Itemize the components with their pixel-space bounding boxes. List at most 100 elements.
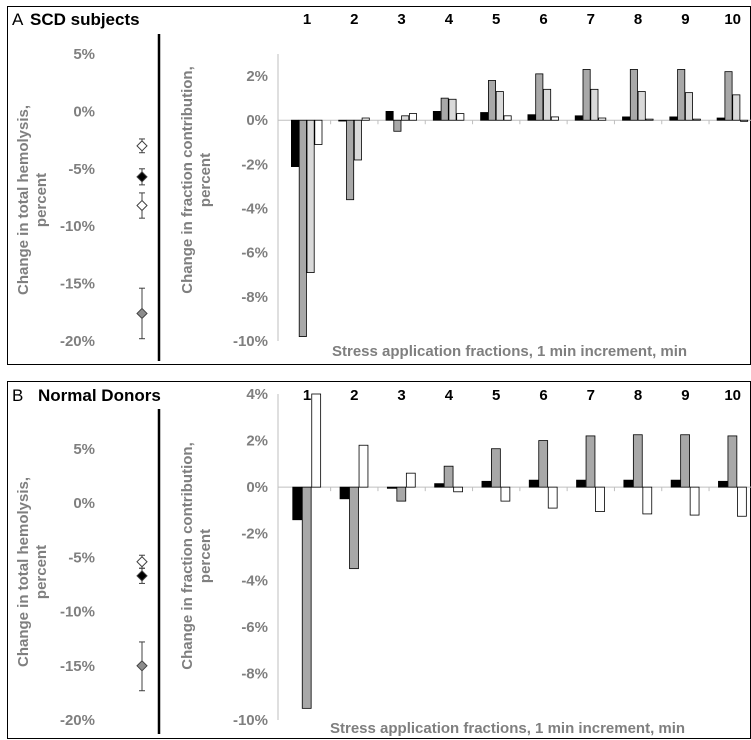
panel-a-bars-bar-light_gray xyxy=(637,91,646,121)
panel-a-bars-bar-dark_gray xyxy=(535,73,544,121)
panel-b-bars-bar-white xyxy=(405,472,416,488)
panel-b-right-ylabel-line2: percent xyxy=(197,529,214,583)
plot-layer: 5% 0% -5% -10% -15% -20% 2% 0% -2% -4% -6% -8% -10% 1… xyxy=(60,11,751,729)
panel-b-bars-ytick-label: -2% xyxy=(241,526,268,543)
panel-b-bars-bar-dark_gray xyxy=(396,486,407,502)
panel-b-bars-bar-dark_gray xyxy=(680,434,690,488)
panel-a-bars-category-label: 5 xyxy=(492,11,500,28)
panel-a-bars-bar-light_gray xyxy=(590,88,599,121)
panel-b-bars-bar-dark_gray xyxy=(491,448,501,488)
panel-b-bars-category-label: 2 xyxy=(350,387,358,404)
panel-a-scatter-ytick-label: -15% xyxy=(60,276,95,293)
panel-b-xlabel: Stress application fractions, 1 min incr… xyxy=(330,720,685,737)
panel-b-left-ylabel-line1: Change in total hemolysis, xyxy=(15,477,32,667)
panel-b-bars-ytick-label: -4% xyxy=(241,572,268,589)
panel-b-bars-bar-white xyxy=(642,486,653,515)
panel-a-title: SCD subjects xyxy=(30,10,140,29)
panel-a-bars-bar-black xyxy=(480,112,489,121)
panel-a-bars-bar-dark_gray xyxy=(298,119,307,337)
panel-b-bars-bar-dark_gray xyxy=(443,465,454,488)
panel-a-bars-bar-black xyxy=(432,111,441,121)
panel-a-right-ylabel-line2: percent xyxy=(197,153,214,207)
panel-b-bars-bar-dark_gray xyxy=(585,435,596,488)
panel-b-bars-bar-white xyxy=(595,486,605,512)
panel-b-bars-bar-black xyxy=(481,480,492,488)
panel-a-bars-bar-white xyxy=(408,113,417,121)
panel-a-scatter-ytick-label: -20% xyxy=(60,333,95,350)
panel-b-bars-bar-white xyxy=(453,486,463,493)
panel-b-scatter-black-diamond-marker xyxy=(136,570,148,582)
panel-b-bars-bar-black xyxy=(576,479,586,488)
panel-b-scatter-ytick-label: 0% xyxy=(73,495,95,512)
panel-a-bars-ytick-label: 0% xyxy=(246,112,268,129)
panel-a-bars-bar-dark_gray xyxy=(724,71,733,121)
panel-a-bars-bar-dark_gray xyxy=(629,69,638,121)
panel-b-bars-bar-white xyxy=(500,486,511,502)
panel-b-scatter-ytick-label: 5% xyxy=(73,441,95,458)
panel-a-bars-bar-dark_gray xyxy=(393,119,402,132)
panel-a-bars-bar-white xyxy=(550,116,559,121)
panel-a-bars-bar-light_gray xyxy=(448,98,457,121)
panel-a-bars-bar-black xyxy=(527,114,536,121)
panel-b-bars-bar-dark_gray xyxy=(349,486,359,570)
panel-b-bars-ytick-label: 0% xyxy=(246,479,268,496)
panel-a-bars-bar-white xyxy=(314,119,323,145)
panel-a-scatter-white-diamond-marker xyxy=(136,199,148,212)
panel-a-bars-bar-dark_gray xyxy=(487,80,496,121)
panel-b-scatter-gray-diamond-marker xyxy=(136,660,148,672)
panel-a-bars-bar-dark_gray xyxy=(346,119,355,201)
panel-a-bars-bar-white xyxy=(456,113,465,121)
panel-a-bars-ytick-label: -2% xyxy=(241,156,268,173)
panel-b-bars-ytick-label: -6% xyxy=(241,619,268,636)
panel-b-bars-bar-dark_gray xyxy=(632,434,643,488)
panel-a-bars-bar-white xyxy=(740,119,749,122)
panel-a-bars-bar-dark_gray xyxy=(440,97,449,121)
panel-a-bars-category-label: 7 xyxy=(587,11,595,28)
panel-a-bars-bar-black xyxy=(385,111,394,121)
panel-a-bars-ytick-label: 2% xyxy=(246,68,268,85)
panel-b-scatter-ytick-label: -10% xyxy=(60,604,95,621)
panel-b-bars-bar-black xyxy=(386,486,397,489)
panel-a-bars-ytick-label: -10% xyxy=(233,333,268,350)
panel-b-bars-category-label: 6 xyxy=(539,387,547,404)
panel-b-bars-ytick-label: 2% xyxy=(246,433,268,450)
panel-a-bars-category-label: 8 xyxy=(634,11,642,28)
panel-a-bars-bar-dark_gray xyxy=(677,69,686,121)
panel-a-scatter-black-diamond-marker xyxy=(136,171,148,183)
panel-a-bars-bar-white xyxy=(503,115,512,121)
panel-b-bars-ytick-label: 4% xyxy=(246,386,268,403)
panel-a-bars-category-label: 10 xyxy=(724,11,741,28)
panel-b-bars-bar-white xyxy=(547,486,558,509)
panel-a-bars-category-label: 2 xyxy=(350,11,358,28)
panel-b-right-ylabel-line1: Change in fraction contribution, xyxy=(179,442,196,670)
panel-a-left-ylabel-line2: percent xyxy=(33,173,50,227)
panel-a-bars-category-label: 6 xyxy=(539,11,547,28)
panel-a-bars-ytick-label: -4% xyxy=(241,201,268,218)
panel-b-bars-bar-white xyxy=(311,393,322,488)
panel-a-bars-category-label: 3 xyxy=(397,11,405,28)
panel-b-bars-bar-black xyxy=(623,479,634,488)
panel-a-bars-bar-light_gray xyxy=(353,119,362,161)
panel-b-bars-bar-black xyxy=(670,479,681,488)
panel-a-bars-bar-light_gray xyxy=(306,119,315,273)
panel-b-bars-bar-black xyxy=(292,486,303,521)
panel-b-letter: B xyxy=(12,386,23,405)
panel-b-bars-bar-dark_gray xyxy=(301,486,312,709)
panel-a-letter: A xyxy=(12,10,24,29)
panel-a-scatter-gray-diamond-marker xyxy=(136,307,148,320)
panel-b-title: Normal Donors xyxy=(38,386,161,405)
panel-b-bars-category-label: 7 xyxy=(587,387,595,404)
panel-a-bars-bar-white xyxy=(692,118,701,121)
panel-a-bars-bar-light_gray xyxy=(685,92,694,121)
panel-b-scatter-ytick-label: -5% xyxy=(68,549,95,566)
panel-a-bars-category-label: 9 xyxy=(681,11,689,28)
panel-b-bars-bar-white xyxy=(737,486,747,517)
panel-b-bars-ytick-label: -8% xyxy=(241,665,268,682)
panel-a-bars-bar-white xyxy=(361,117,370,121)
panel-a-bars-bar-white xyxy=(598,117,607,121)
panel-a-scatter-ytick-label: 0% xyxy=(73,103,95,120)
panel-a-bars-bar-light_gray xyxy=(732,94,741,121)
panel-b-bars-bar-black xyxy=(339,486,350,500)
panel-a-bars-bar-white xyxy=(645,118,654,121)
